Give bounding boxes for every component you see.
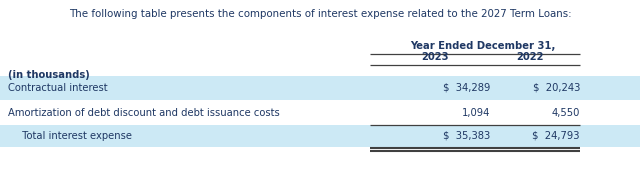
Bar bbox=[0, 125, 640, 147]
Text: 2023: 2023 bbox=[421, 52, 449, 62]
Text: $  24,793: $ 24,793 bbox=[532, 131, 580, 141]
Text: (in thousands): (in thousands) bbox=[8, 70, 90, 80]
Text: 1,094: 1,094 bbox=[461, 108, 490, 118]
Text: Total interest expense: Total interest expense bbox=[16, 131, 132, 141]
Text: The following table presents the components of interest expense related to the 2: The following table presents the compone… bbox=[68, 9, 572, 19]
Text: Year Ended December 31,: Year Ended December 31, bbox=[410, 41, 555, 51]
Text: $  34,289: $ 34,289 bbox=[443, 83, 490, 93]
Text: $  35,383: $ 35,383 bbox=[443, 131, 490, 141]
Text: 4,550: 4,550 bbox=[552, 108, 580, 118]
Text: Contractual interest: Contractual interest bbox=[8, 83, 108, 93]
Text: 2022: 2022 bbox=[516, 52, 544, 62]
Bar bbox=[0, 76, 640, 100]
Text: Amortization of debt discount and debt issuance costs: Amortization of debt discount and debt i… bbox=[8, 108, 280, 118]
Text: $  20,243: $ 20,243 bbox=[532, 83, 580, 93]
